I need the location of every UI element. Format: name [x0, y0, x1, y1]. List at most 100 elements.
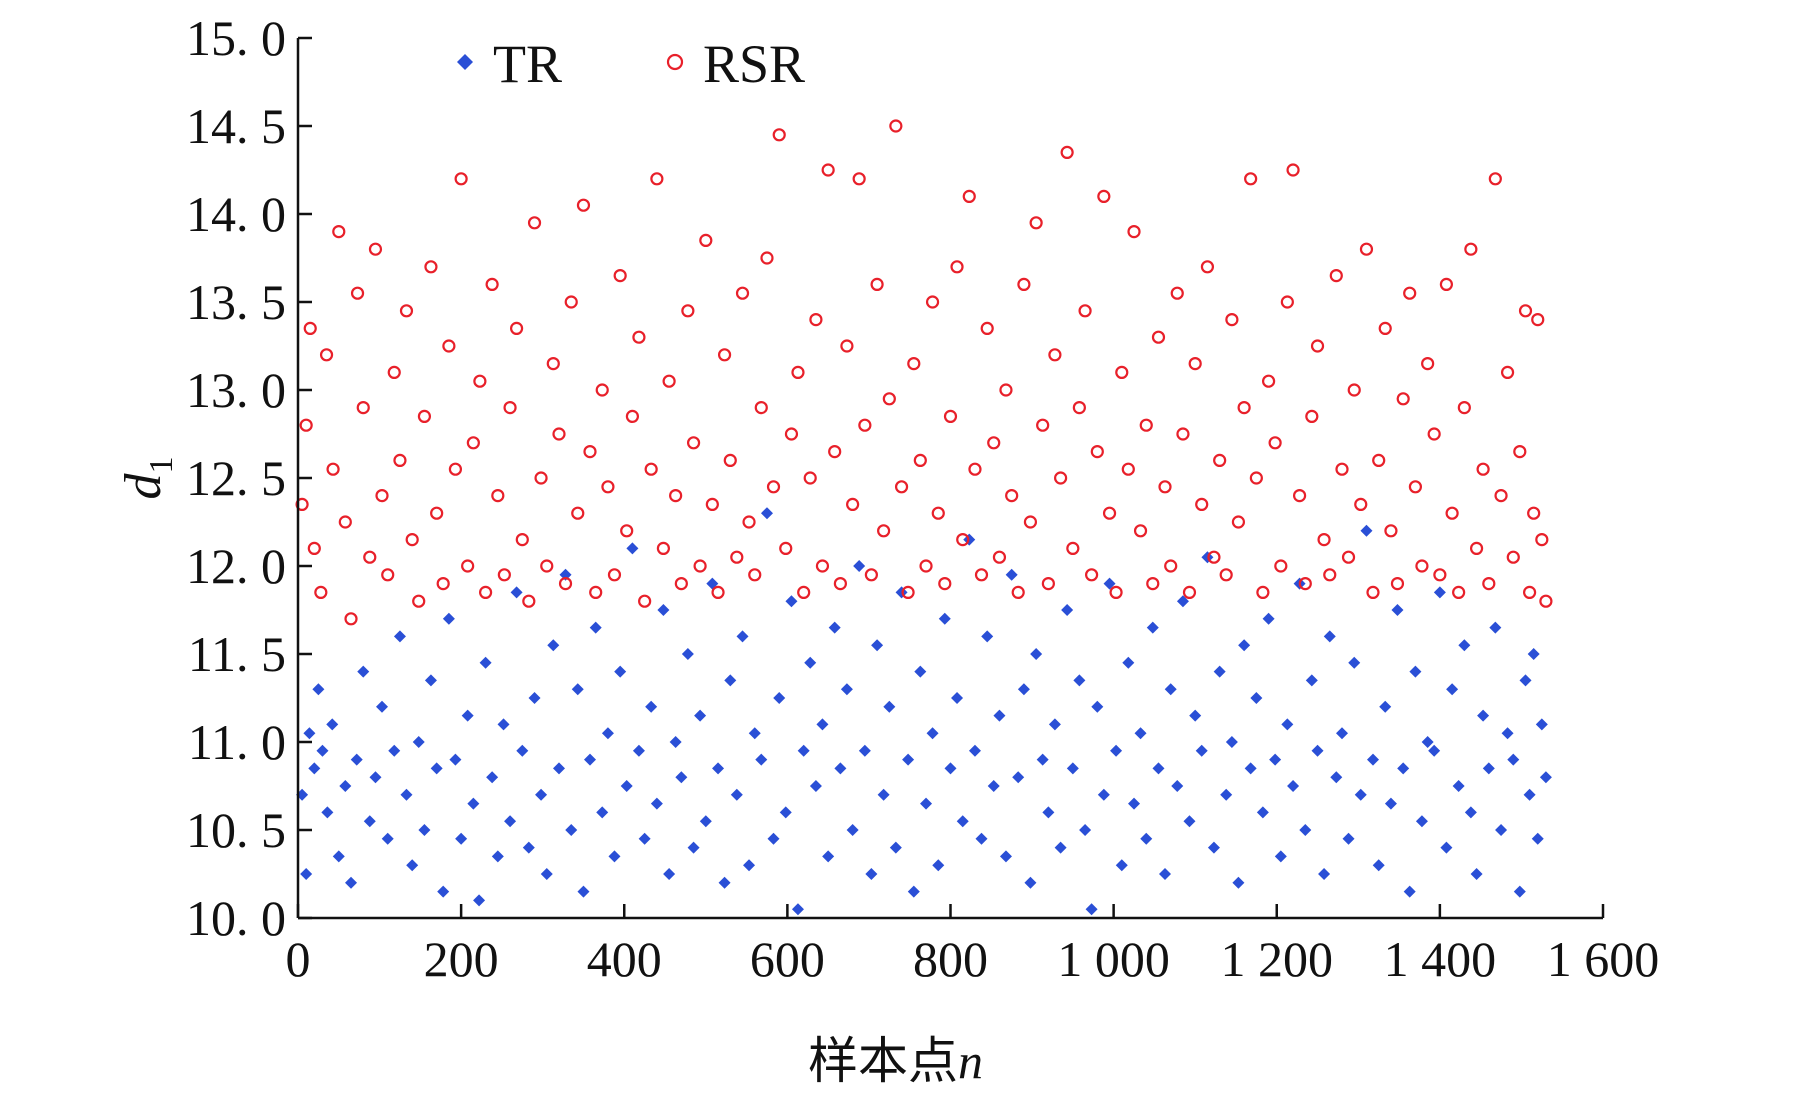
data-point-rsr — [1121, 462, 1135, 476]
series-rsr — [295, 119, 1553, 626]
data-point-tr — [308, 762, 321, 775]
data-point-rsr — [974, 568, 989, 582]
data-point-tr — [987, 780, 1000, 792]
data-point-tr — [1012, 771, 1025, 784]
data-point-rsr — [522, 594, 536, 608]
data-point-rsr — [1439, 277, 1454, 291]
data-point-tr — [1238, 639, 1251, 652]
y-tick-label: 11. 5 — [188, 626, 286, 682]
y-axis-label-main: d — [115, 473, 172, 500]
data-point-tr — [1330, 771, 1343, 784]
data-point-rsr — [748, 568, 762, 582]
data-point-tr — [767, 832, 780, 845]
data-point-rsr — [833, 576, 847, 591]
data-point-rsr — [1457, 401, 1471, 415]
plot-marks — [295, 119, 1553, 916]
data-point-tr — [504, 815, 517, 828]
data-point-rsr — [576, 198, 591, 212]
data-point-tr — [1507, 753, 1520, 766]
y-ticks: 10. 0 10. 5 11. 0 11. 5 12. 0 12. 5 13. 0 13. 5… — [186, 10, 312, 946]
data-point-rsr — [662, 374, 676, 388]
data-point-rsr — [1109, 585, 1123, 600]
data-point-rsr — [650, 172, 664, 186]
data-point-rsr — [1513, 445, 1527, 459]
data-point-tr — [1470, 868, 1483, 880]
data-point-rsr — [1066, 541, 1080, 556]
data-point-rsr — [723, 453, 737, 467]
data-point-tr — [1531, 832, 1544, 845]
data-point-rsr — [497, 568, 511, 582]
data-point-tr — [669, 736, 682, 748]
data-point-tr — [699, 815, 712, 828]
data-point-tr — [326, 718, 339, 731]
y-tick-label: 10. 5 — [186, 802, 286, 858]
data-point-tr — [1256, 806, 1269, 819]
data-point-rsr — [625, 409, 640, 423]
data-point-tr — [956, 815, 969, 828]
data-point-rsr — [809, 313, 823, 327]
data-point-rsr — [943, 409, 958, 423]
data-point-rsr — [1445, 506, 1459, 520]
y-tick-label: 12. 0 — [186, 538, 286, 594]
data-point-rsr — [735, 286, 750, 300]
data-point-rsr — [381, 568, 395, 582]
data-point-rsr — [466, 436, 480, 450]
data-point-tr — [339, 780, 352, 792]
data-point-tr — [357, 665, 370, 678]
data-point-tr — [1366, 753, 1379, 766]
data-point-rsr — [852, 172, 866, 186]
data-point-rsr — [1188, 357, 1202, 371]
data-point-tr — [694, 709, 707, 722]
data-point-rsr — [1408, 480, 1423, 494]
data-point-tr — [938, 612, 951, 625]
data-point-tr — [626, 542, 639, 555]
data-point-rsr — [338, 515, 352, 529]
x-tick-label: 1 000 — [1057, 931, 1170, 987]
data-point-rsr — [601, 480, 615, 494]
data-point-tr — [809, 780, 822, 792]
data-point-tr — [914, 665, 927, 678]
data-point-rsr — [299, 418, 313, 432]
data-point-rsr — [527, 216, 542, 230]
x-ticks: 0 200 400 600 800 1 000 1 200 1 400 1 600 — [286, 904, 1659, 987]
data-point-tr — [540, 868, 553, 880]
data-point-rsr — [303, 321, 317, 335]
data-point-tr — [535, 788, 548, 801]
data-point-tr — [1527, 648, 1540, 660]
data-point-rsr — [534, 471, 548, 485]
data-point-tr — [1311, 744, 1324, 757]
data-point-tr — [681, 648, 694, 660]
data-point-rsr — [307, 541, 321, 556]
data-point-rsr — [478, 585, 493, 600]
data-point-tr — [760, 507, 773, 520]
data-point-tr — [430, 762, 443, 775]
data-point-rsr — [1085, 568, 1099, 582]
data-point-tr — [718, 876, 731, 889]
data-point-tr — [687, 841, 700, 854]
data-point-tr — [736, 630, 749, 643]
x-tick-label: 0 — [286, 931, 311, 987]
data-point-rsr — [669, 489, 683, 503]
data-point-tr — [381, 832, 394, 845]
data-point-tr — [363, 815, 376, 828]
data-point-tr — [1523, 788, 1536, 801]
data-point-rsr — [332, 225, 346, 239]
x-tick-label: 1 400 — [1384, 931, 1497, 987]
data-point-rsr — [1005, 489, 1019, 503]
data-point-rsr — [1469, 541, 1484, 556]
data-point-rsr — [620, 524, 634, 538]
data-point-tr — [1415, 815, 1428, 828]
data-point-rsr — [515, 532, 529, 547]
data-point-tr — [1535, 718, 1548, 731]
data-point-rsr — [1280, 295, 1294, 309]
data-point-tr — [920, 797, 933, 810]
data-point-tr — [1066, 762, 1079, 775]
data-point-tr — [1054, 841, 1067, 854]
data-point-tr — [840, 683, 853, 696]
data-point-rsr — [760, 251, 774, 265]
data-point-tr — [816, 718, 829, 731]
data-point-rsr — [1298, 576, 1312, 591]
data-point-tr — [822, 850, 835, 863]
data-point-tr — [968, 744, 981, 757]
data-point-tr — [657, 604, 670, 616]
